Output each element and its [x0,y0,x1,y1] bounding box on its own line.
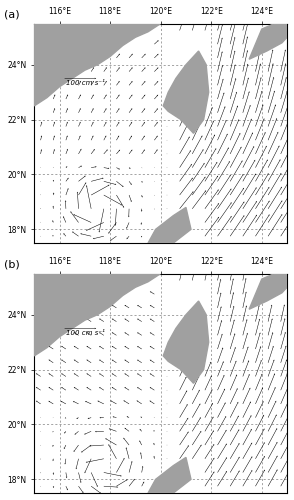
Text: (b): (b) [4,259,20,269]
Polygon shape [249,274,287,309]
Text: 100 cm s⁻¹: 100 cm s⁻¹ [66,330,105,336]
Text: (a): (a) [4,9,20,19]
Polygon shape [163,301,209,384]
Polygon shape [249,24,287,59]
Polygon shape [148,208,191,243]
Polygon shape [163,51,209,134]
Polygon shape [34,274,161,356]
Polygon shape [148,458,191,493]
Polygon shape [34,24,161,106]
Text: 100 cm s⁻¹: 100 cm s⁻¹ [66,80,105,86]
